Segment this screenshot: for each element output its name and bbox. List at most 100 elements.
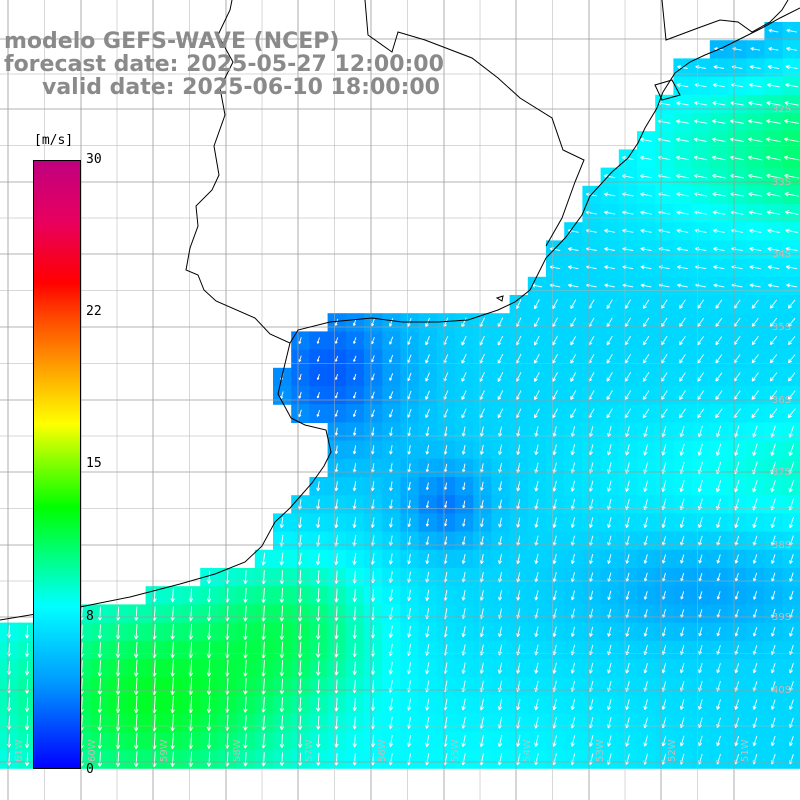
wind-arrow bbox=[713, 65, 725, 70]
wind-arrow bbox=[766, 101, 781, 106]
wind-arrow bbox=[643, 480, 649, 493]
wind-arrow bbox=[461, 554, 466, 564]
wind-arrow bbox=[748, 210, 762, 215]
wind-arrow bbox=[567, 247, 579, 252]
wind-arrow bbox=[769, 317, 778, 327]
wind-arrow bbox=[694, 246, 707, 252]
wind-arrow bbox=[770, 479, 776, 493]
wind-arrow bbox=[606, 390, 613, 401]
wind-arrow bbox=[352, 445, 357, 455]
wind-arrow bbox=[711, 137, 726, 143]
wind-arrow bbox=[712, 101, 726, 106]
wind-arrow bbox=[698, 663, 703, 674]
wind-arrow bbox=[567, 265, 579, 270]
wind-arrow bbox=[206, 641, 212, 659]
wind-arrow bbox=[279, 678, 285, 695]
wind-arrow bbox=[461, 662, 466, 674]
wind-arrow bbox=[730, 173, 744, 179]
wind-arrow bbox=[335, 373, 339, 381]
wind-arrow bbox=[97, 751, 103, 767]
wind-arrow bbox=[297, 734, 303, 748]
wind-arrow bbox=[625, 662, 630, 674]
wind-arrow bbox=[747, 155, 763, 161]
wind-arrow bbox=[642, 299, 650, 309]
wind-arrow bbox=[570, 698, 576, 711]
wind-arrow bbox=[698, 627, 703, 637]
wind-arrow bbox=[661, 699, 667, 710]
wind-arrow bbox=[588, 444, 594, 456]
wind-arrow bbox=[640, 283, 652, 288]
wind-arrow bbox=[534, 590, 539, 601]
wind-arrow bbox=[334, 318, 339, 326]
wind-arrow bbox=[334, 734, 339, 748]
wind-arrow bbox=[461, 372, 467, 382]
wind-arrow bbox=[133, 624, 139, 640]
wind-arrow bbox=[789, 699, 794, 710]
wind-arrow bbox=[534, 317, 540, 328]
latitude-label: 34S bbox=[772, 249, 792, 260]
wind-arrow bbox=[788, 516, 795, 529]
wind-arrow bbox=[534, 480, 539, 492]
wind-arrow bbox=[534, 408, 540, 419]
wind-arrow bbox=[352, 409, 357, 418]
wind-arrow bbox=[785, 82, 799, 88]
wind-arrow bbox=[734, 591, 739, 600]
country-border bbox=[364, 0, 789, 302]
wind-arrow bbox=[243, 623, 248, 640]
wind-arrow bbox=[606, 735, 612, 747]
wind-arrow bbox=[516, 553, 521, 565]
wind-arrow bbox=[716, 699, 721, 710]
wind-arrow bbox=[297, 517, 303, 529]
wind-arrow bbox=[589, 590, 594, 601]
wind-arrow bbox=[516, 444, 521, 455]
wind-arrow bbox=[425, 390, 430, 400]
wind-arrow bbox=[316, 588, 321, 603]
wind-arrow bbox=[751, 299, 759, 309]
wind-arrow bbox=[498, 590, 503, 601]
wind-arrow bbox=[24, 697, 30, 712]
wind-arrow bbox=[734, 554, 739, 564]
wind-arrow bbox=[97, 660, 102, 677]
wind-arrow bbox=[748, 173, 763, 179]
wind-arrow bbox=[679, 354, 686, 364]
wind-arrow bbox=[425, 553, 430, 565]
wind-arrow bbox=[715, 354, 723, 364]
wind-arrow bbox=[298, 409, 302, 418]
wind-arrow bbox=[170, 695, 175, 714]
wind-arrow bbox=[515, 353, 522, 364]
wind-arrow bbox=[752, 699, 758, 710]
latitude-label: 38S bbox=[772, 540, 792, 551]
wind-arrow bbox=[642, 390, 650, 400]
wind-arrow bbox=[675, 173, 689, 179]
wind-arrow bbox=[789, 626, 794, 637]
wind-arrow bbox=[661, 335, 668, 346]
wind-arrow bbox=[425, 518, 429, 527]
wind-arrow bbox=[479, 553, 484, 565]
wind-arrow bbox=[425, 589, 430, 601]
wind-arrow bbox=[789, 554, 794, 564]
wind-arrow bbox=[716, 517, 721, 529]
wind-arrow bbox=[334, 660, 339, 676]
wind-arrow bbox=[680, 591, 685, 600]
wind-arrow bbox=[712, 210, 726, 215]
wind-arrow bbox=[515, 390, 522, 401]
wind-arrow bbox=[425, 626, 430, 638]
wind-arrow bbox=[679, 663, 685, 674]
wind-arrow bbox=[389, 409, 394, 418]
wind-arrow bbox=[334, 642, 339, 658]
wind-arrow bbox=[734, 627, 739, 637]
wind-arrow bbox=[770, 516, 776, 529]
wind-arrow bbox=[785, 228, 798, 233]
wind-arrow bbox=[407, 500, 411, 509]
wind-arrow bbox=[334, 624, 339, 640]
wind-arrow bbox=[749, 283, 761, 288]
wind-arrow bbox=[642, 354, 650, 364]
wind-arrow bbox=[697, 372, 705, 382]
longitude-label: 54W bbox=[522, 739, 533, 762]
wind-arrow bbox=[206, 606, 212, 622]
wind-arrow bbox=[697, 317, 705, 328]
wind-arrow bbox=[751, 390, 759, 400]
wind-arrow bbox=[751, 408, 760, 419]
wind-arrow bbox=[353, 373, 357, 381]
wind-arrow bbox=[498, 444, 503, 455]
